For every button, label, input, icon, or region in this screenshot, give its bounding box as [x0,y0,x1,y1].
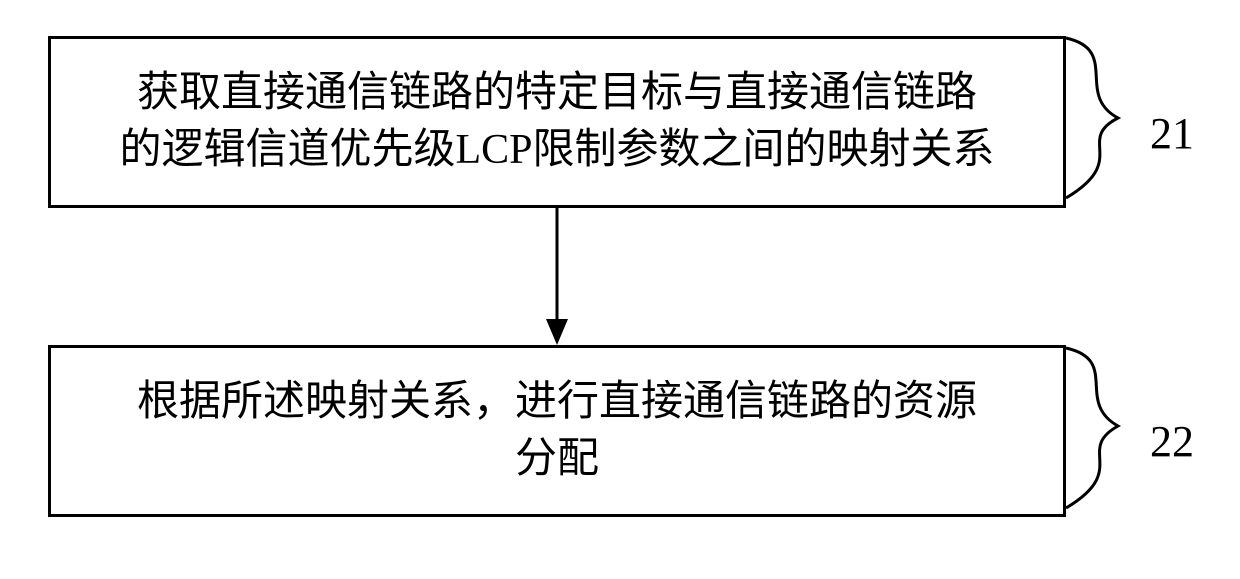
step-number-22: 22 [1150,416,1194,467]
step-number-21: 21 [1150,108,1194,159]
callout-curve-2 [0,0,1240,579]
canvas: 获取直接通信链路的特定目标与直接通信链路 的逻辑信道优先级LCP限制参数之间的映… [0,0,1240,579]
